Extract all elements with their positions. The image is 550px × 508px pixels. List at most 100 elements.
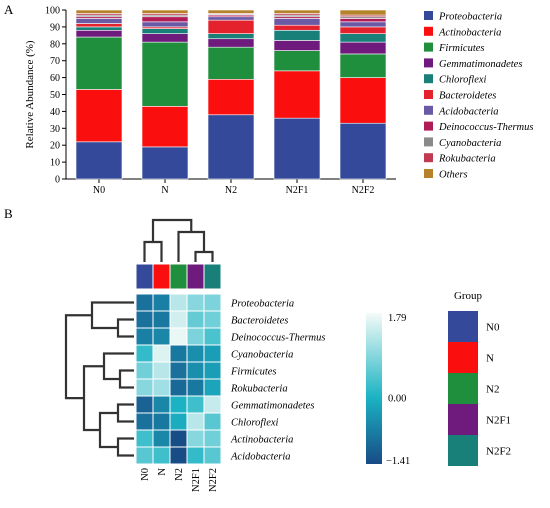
heatmap-cell [186, 310, 205, 329]
heatmap-cell [186, 361, 205, 380]
bar-segment [273, 24, 321, 31]
heatmap-cell [152, 310, 171, 329]
legend-label: Cyanobacteria [439, 138, 501, 149]
heatmap-cell [169, 378, 188, 397]
row-dendrogram-branch [90, 301, 134, 330]
group-legend-label: N2 [486, 384, 499, 396]
bar-segment [273, 117, 321, 180]
y-tick-label: 90 [50, 22, 60, 33]
bar-segment [75, 29, 123, 38]
heatmap-cell [186, 429, 205, 448]
heatmap-cell [152, 446, 171, 465]
legend-swatch [424, 58, 433, 68]
column-group-color [169, 263, 188, 290]
row-dendrogram-branch [98, 411, 118, 449]
bar-segment [207, 46, 255, 80]
heatmap-cell [186, 378, 205, 397]
bar-segment [141, 9, 189, 14]
group-legend-swatch [448, 373, 478, 404]
column-group-color [152, 263, 171, 290]
heatmap-cell [135, 395, 154, 414]
heatmap-cell [152, 327, 171, 346]
heatmap-cell [169, 293, 188, 312]
legend-swatch [424, 90, 433, 99]
row-label: Bacteroidetes [231, 315, 288, 326]
heatmap-cell [169, 429, 188, 448]
bar-segment [273, 29, 321, 41]
y-tick-label: 0 [55, 175, 60, 186]
row-label: Cyanobacteria [231, 349, 293, 360]
heatmap-cell [152, 412, 171, 431]
bar-segment [207, 38, 255, 48]
bar-segment [273, 70, 321, 119]
bar-segment [75, 26, 123, 31]
heatmap-cell [203, 293, 222, 312]
x-tick-label: N2F2 [352, 185, 375, 196]
heatmap-cell [135, 446, 154, 465]
column-label: N0 [140, 468, 151, 481]
group-legend-swatch [448, 311, 478, 342]
heatmap-cell [135, 293, 154, 312]
heatmap-cell [203, 327, 222, 346]
heatmap-cell [135, 327, 154, 346]
y-tick-label: 100 [45, 6, 60, 17]
legend-label: Firmicutes [438, 43, 485, 54]
bar-segment [207, 78, 255, 116]
bar-segment [75, 23, 123, 28]
legend-swatch [424, 105, 433, 115]
color-scale-min-label: −1.41 [386, 456, 410, 467]
row-dendrogram-branch [116, 403, 134, 423]
bar-segment [75, 36, 123, 90]
legend-label: Deinococcus-Thermus [438, 122, 533, 133]
heatmap-cell [186, 412, 205, 431]
heatmap-cell [135, 378, 154, 397]
heatmap-cell [203, 446, 222, 465]
panel-a-label: A [4, 2, 14, 17]
heatmap-cell [169, 327, 188, 346]
bar-segment [273, 50, 321, 72]
bar-segment [339, 77, 387, 124]
heatmap-cell [135, 361, 154, 380]
bar-segment [207, 16, 255, 21]
legend-label: Bacteroidetes [439, 91, 496, 102]
bar-segment [141, 16, 189, 23]
heatmap-chart: Proteobacteria Bacteroidetes Deinococcus-T… [64, 218, 511, 492]
bar-segment [273, 18, 321, 26]
legend-label: Acidobacteria [438, 106, 498, 117]
bar-segment [339, 33, 387, 43]
bar-segment [339, 21, 387, 28]
bar-segment [141, 21, 189, 28]
column-label: N [157, 468, 168, 476]
x-tick-label: N2 [225, 185, 237, 196]
heatmap-cell [169, 412, 188, 431]
row-dendrogram-branch [118, 369, 134, 389]
row-dendrogram-branch [64, 314, 92, 400]
y-tick-label: 20 [50, 141, 60, 152]
legend-label: Rokubacteria [438, 154, 496, 165]
legend-swatch [424, 11, 433, 20]
legend-swatch [424, 153, 433, 163]
group-legend-label: N0 [486, 322, 500, 334]
heatmap-cell [152, 344, 171, 363]
y-tick-label: 60 [50, 73, 60, 84]
row-label: Proteobacteria [230, 298, 294, 309]
group-legend-label: N [486, 353, 494, 365]
bar-segment [141, 106, 189, 148]
heatmap-cell [186, 344, 205, 363]
column-dendrogram-branch [177, 230, 206, 262]
group-legend-swatch [448, 404, 478, 435]
y-tick-label: 80 [50, 39, 60, 50]
heatmap-cell [169, 446, 188, 465]
group-legend-label: N2F2 [486, 446, 511, 458]
heatmap-cell [135, 412, 154, 431]
heatmap-cell [203, 378, 222, 397]
heatmap-cell [135, 429, 154, 448]
heatmap-cell [186, 327, 205, 346]
x-tick-label: N0 [93, 185, 105, 196]
group-legend-swatch [448, 342, 478, 373]
bar-segment [207, 33, 255, 40]
bar-segment [339, 122, 387, 180]
row-label: Firmicutes [230, 366, 277, 377]
color-scale-mid-label: 0.00 [388, 393, 406, 404]
